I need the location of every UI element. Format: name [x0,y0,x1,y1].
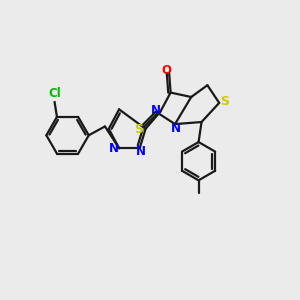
Text: N: N [109,142,119,155]
Text: Cl: Cl [48,87,61,100]
Text: S: S [220,95,229,108]
Text: O: O [162,64,172,77]
Text: S: S [135,123,144,136]
Text: N: N [171,122,181,135]
Text: N: N [136,145,146,158]
Text: N: N [151,104,161,117]
